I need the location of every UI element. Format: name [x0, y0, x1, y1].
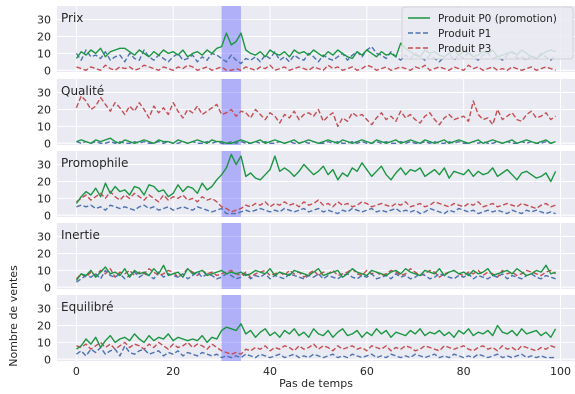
legend-label-p0: Produit P0 (promotion) [438, 13, 557, 25]
promotion-window-band [221, 6, 241, 72]
y-axis-label: Nombre de ventes [7, 265, 20, 367]
panel-title: Inertie [61, 228, 100, 242]
y-tick-label: 10 [37, 264, 51, 277]
y-tick-label: 20 [37, 103, 51, 116]
x-tick-label: 0 [73, 365, 80, 378]
legend-label-p3: Produit P3 [438, 43, 491, 55]
panel-1: 0 10 20 30 Qualité [37, 79, 575, 150]
panels: 0 10 20 30 Prix 0 10 20 30 Qualité 0 10 20 30 Promophi… [37, 6, 575, 378]
y-tick-label: 20 [37, 175, 51, 188]
y-tick-label: 0 [44, 137, 51, 150]
series-line-p3 [76, 64, 556, 72]
legend-box [401, 6, 574, 60]
y-tick-label: 30 [37, 231, 51, 244]
y-tick-label: 30 [37, 14, 51, 27]
y-tick-label: 0 [44, 353, 51, 366]
series-line-p0 [75, 264, 556, 281]
panel-3: 0 10 20 30 Inertie [37, 223, 575, 294]
y-tick-label: 30 [37, 159, 51, 172]
series-line-p0 [75, 323, 557, 350]
x-tick-label: 60 [360, 365, 374, 378]
x-tick-label: 100 [550, 365, 571, 378]
y-tick-label: 30 [37, 87, 51, 100]
y-tick-label: 0 [44, 281, 51, 294]
series-line-p0 [76, 137, 556, 145]
y-tick-label: 30 [37, 303, 51, 316]
x-axis-label: Pas de temps [279, 377, 353, 390]
y-tick-label: 10 [37, 120, 51, 133]
y-tick-label: 10 [37, 336, 51, 349]
legend-label-p1: Produit P1 [438, 28, 491, 40]
y-tick-label: 0 [44, 64, 51, 77]
promotion-window-band [221, 295, 241, 361]
promotion-window-band [221, 223, 241, 289]
x-tick-label: 20 [166, 365, 180, 378]
legend: Produit P0 (promotion) Produit P1 Produit … [401, 6, 574, 60]
panel-title: Prix [61, 11, 83, 25]
y-tick-label: 0 [44, 209, 51, 222]
x-tick-label: 80 [457, 365, 471, 378]
series-line-p1 [76, 204, 556, 215]
plot-area [57, 151, 575, 217]
panel-title: Equilibré [61, 300, 113, 314]
series-line-p3 [75, 95, 557, 128]
panel-2: 0 10 20 30 Promophile [37, 151, 575, 222]
panel-title: Qualité [61, 84, 104, 98]
panel-title: Promophile [61, 156, 128, 170]
promotion-window-band [221, 79, 241, 145]
series-line-p1 [75, 345, 556, 359]
plot-area [57, 223, 575, 289]
plot-area [57, 295, 575, 361]
series-line-p0 [75, 153, 557, 204]
y-tick-label: 20 [37, 30, 51, 43]
x-tick-label: 40 [263, 365, 277, 378]
y-tick-label: 20 [37, 319, 51, 332]
y-tick-label: 10 [37, 192, 51, 205]
y-tick-label: 10 [37, 47, 51, 60]
series-line-p3 [75, 190, 556, 213]
series-line-p3 [76, 341, 556, 355]
panel-4: 0 10 20 30 Equilibré 0 20 40 60 80 100 [37, 295, 575, 378]
y-tick-label: 20 [37, 247, 51, 260]
series-line-p1 [75, 269, 556, 283]
